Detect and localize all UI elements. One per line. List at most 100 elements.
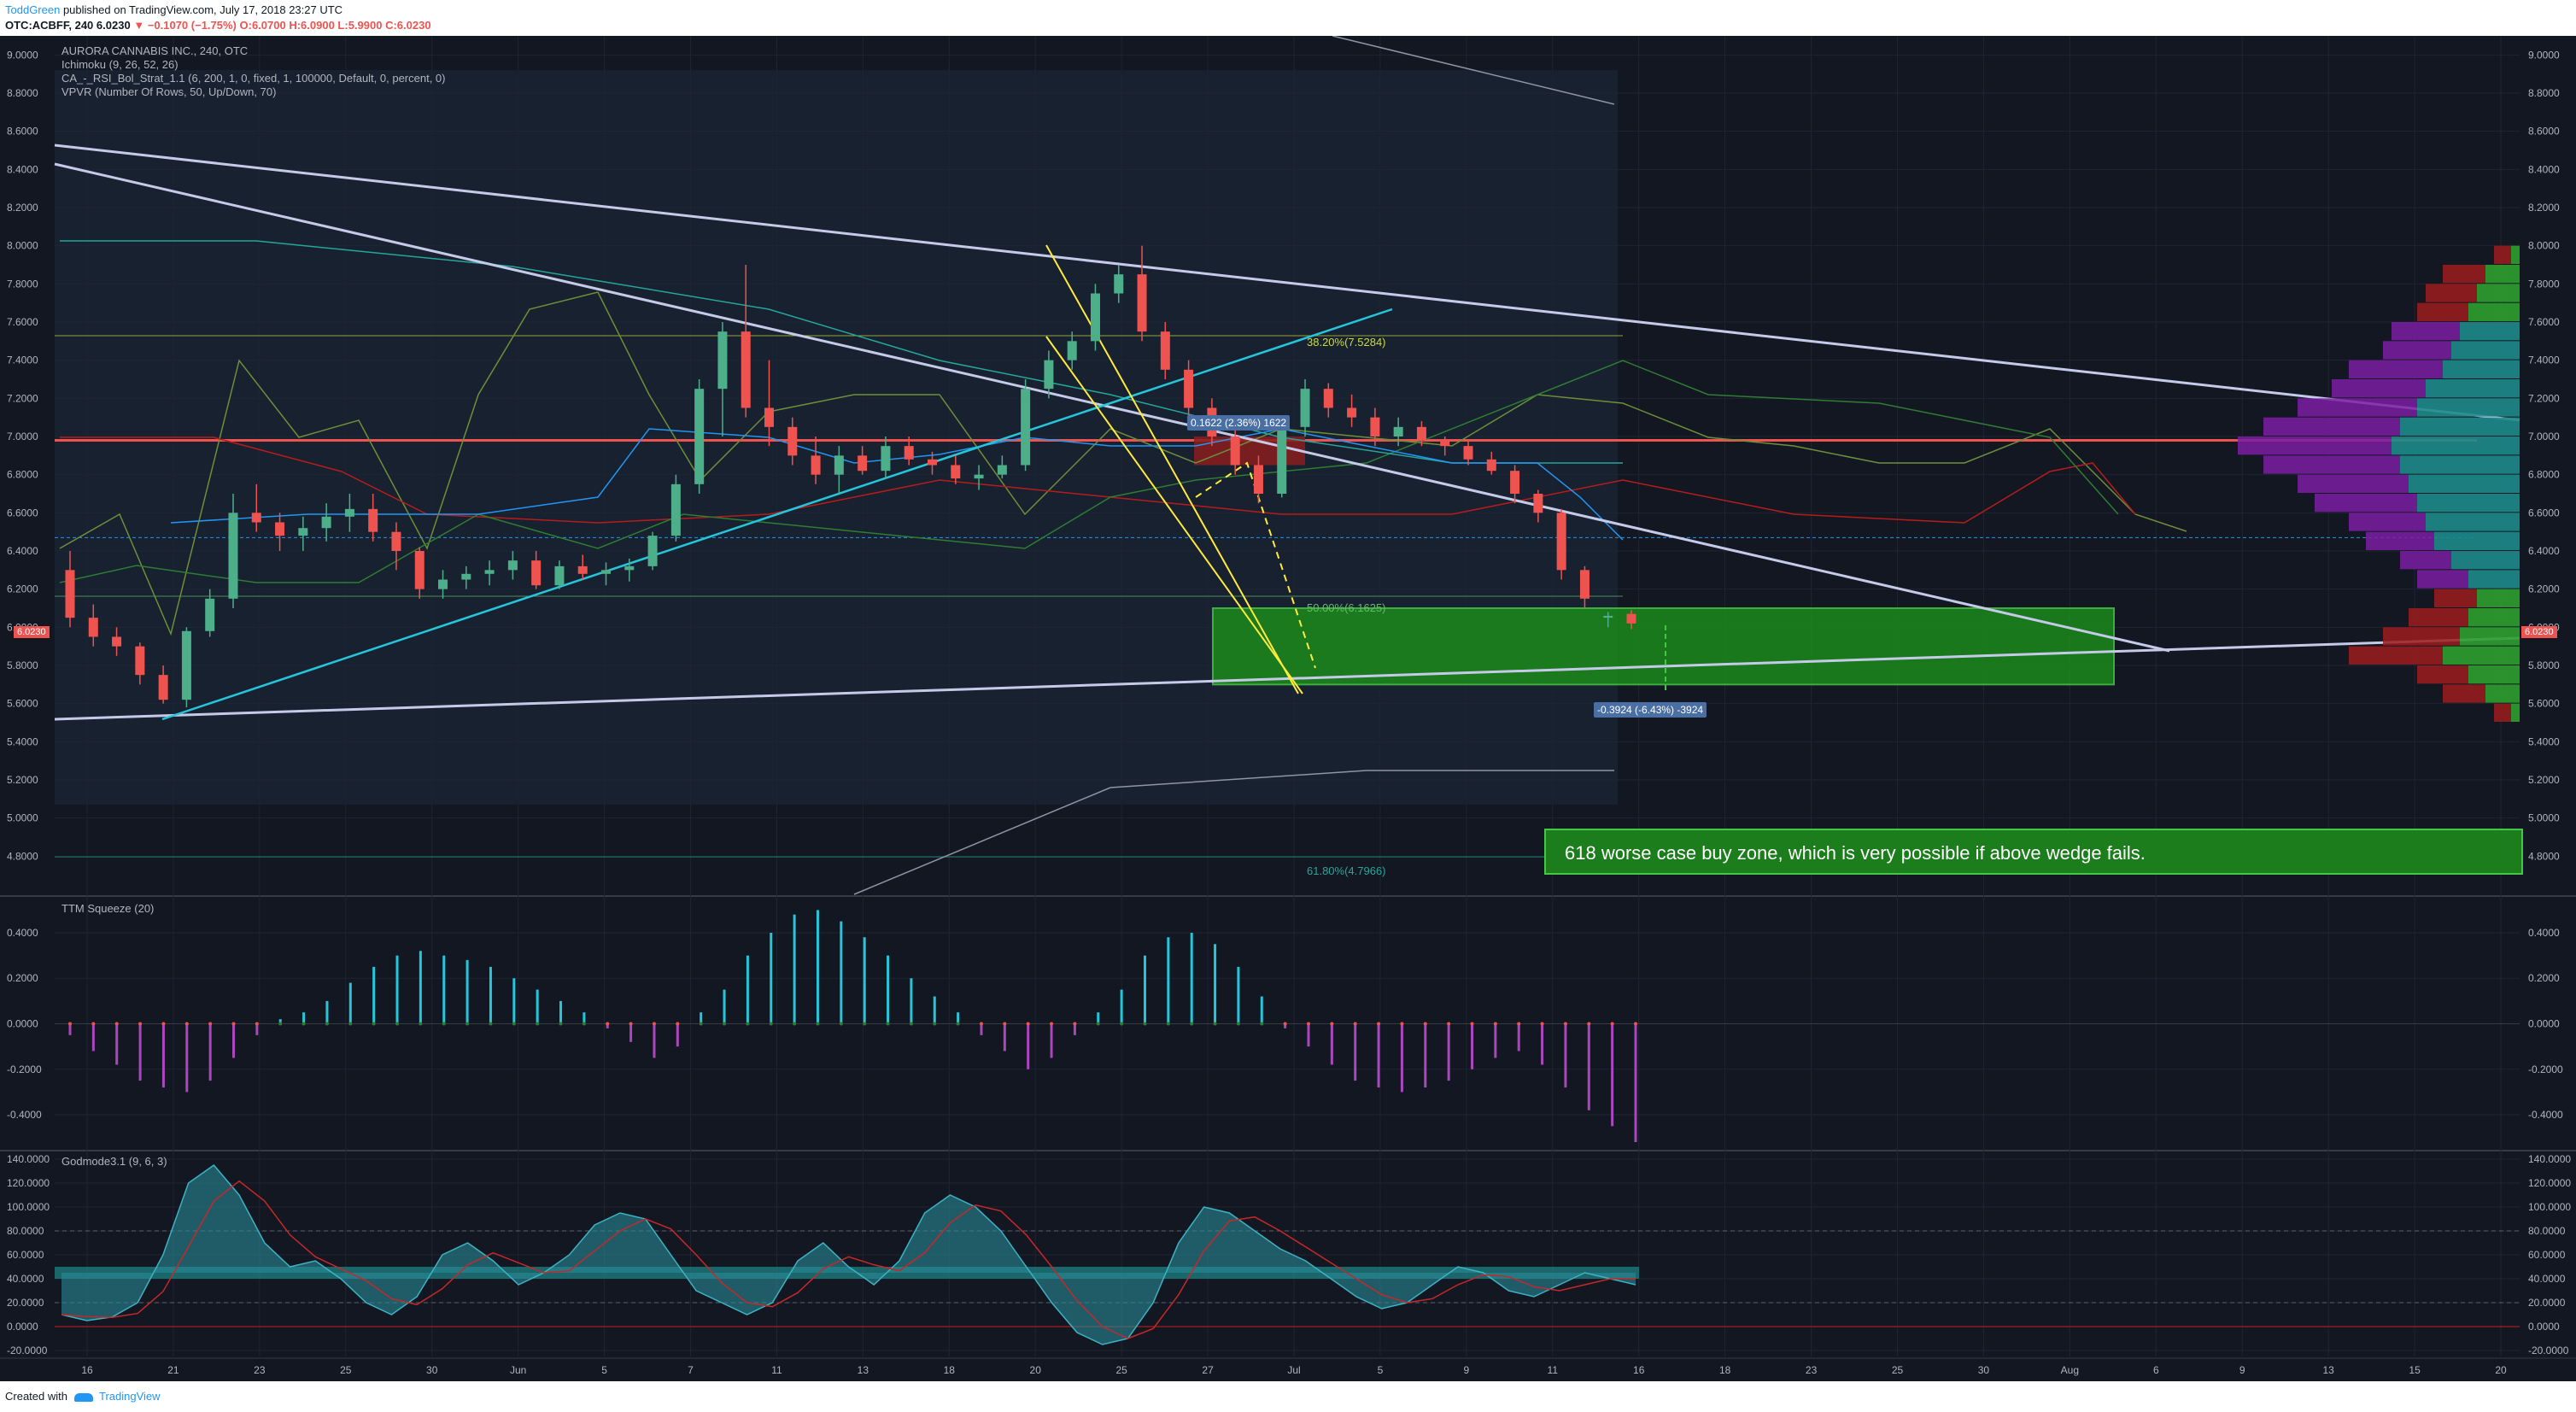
- candle-body: [1510, 471, 1520, 494]
- candle-body: [1137, 274, 1147, 332]
- candle-body: [135, 646, 145, 676]
- candle-body: [1021, 389, 1031, 466]
- x-tick-label: 20: [2495, 1364, 2507, 1376]
- y-tick-label: 6.6000: [2528, 507, 2560, 519]
- chart-canvas[interactable]: 16 21 23 25 30 Jun 5 7 11 13 18 20 25 27 Jul 5 9 11 16 18 23…: [0, 36, 2576, 1381]
- measure-down-label[interactable]: -0.3924 (-6.43%) -3924: [1594, 702, 1707, 718]
- y-tick-label: 100.0000: [2528, 1201, 2571, 1213]
- y-tick-label: -0.4000: [2528, 1109, 2563, 1121]
- vpvr-bar-up: [2400, 455, 2520, 474]
- y-tick-label: 6.8000: [2528, 469, 2560, 481]
- ttm-dot: [231, 1022, 236, 1026]
- y-tick-label: 9.0000: [2528, 49, 2560, 61]
- legend-ichimoku[interactable]: Ichimoku (9, 26, 52, 26): [61, 58, 179, 71]
- candle-body: [1067, 341, 1077, 360]
- vpvr-bar-up: [2468, 665, 2520, 684]
- vpvr-bar-down: [2349, 360, 2443, 378]
- y-tick-label: 7.2000: [7, 392, 38, 404]
- y-tick-label: 60.0000: [2528, 1249, 2566, 1261]
- legend-title: AURORA CANNABIS INC., 240, OTC: [61, 44, 249, 57]
- symbol-name: OTC:ACBFF, 240: [5, 19, 94, 32]
- y-tick-label: -0.4000: [7, 1109, 42, 1121]
- vpvr-bar-down: [2315, 494, 2417, 513]
- ttm-dot: [1120, 1022, 1124, 1026]
- vpvr-bar-down: [2349, 646, 2443, 665]
- vpvr-bar-down: [2263, 455, 2400, 474]
- candle-body: [670, 483, 681, 536]
- vpvr-bar-up: [2400, 417, 2520, 436]
- ttm-dot: [606, 1022, 610, 1026]
- ttm-dot: [1166, 1022, 1170, 1026]
- ttm-dot: [1143, 1022, 1147, 1026]
- vpvr-bar-down: [2238, 436, 2392, 455]
- y-tick-label: 8.0000: [2528, 240, 2560, 252]
- y-tick-label: -0.2000: [7, 1063, 42, 1075]
- candle-body: [1626, 613, 1636, 624]
- ttm-dot: [255, 1022, 259, 1026]
- y-tick-label: 120.0000: [2528, 1177, 2571, 1189]
- fib-618-label: 61.80%(4.7966): [1307, 864, 1386, 877]
- y-tick-label: 0.4000: [2528, 927, 2560, 939]
- ttm-dot: [863, 1022, 867, 1026]
- ttm-dot: [1377, 1022, 1381, 1026]
- ttm-dot: [1423, 1022, 1427, 1026]
- candle-body: [624, 565, 635, 571]
- y-tick-label: 6.2000: [2528, 583, 2560, 595]
- tradingview-link[interactable]: TradingView: [99, 1390, 161, 1403]
- y-tick-label: 5.2000: [2528, 774, 2560, 786]
- legend-vpvr[interactable]: VPVR (Number Of Rows, 50, Up/Down, 70): [61, 85, 277, 98]
- x-tick-label: 23: [254, 1364, 266, 1376]
- vpvr-bar-up: [2468, 608, 2520, 627]
- tradingview-logo-icon: [73, 1392, 93, 1402]
- measure-up-label[interactable]: 0.1622 (2.36%) 1622: [1187, 415, 1291, 431]
- y-tick-label: 6.4000: [7, 545, 38, 557]
- wedge-upper-line: [54, 144, 2520, 422]
- candle-body: [1579, 570, 1590, 599]
- candle-body: [112, 636, 122, 647]
- ttm-dot: [1026, 1022, 1030, 1026]
- vpvr-bar-up: [2477, 589, 2520, 607]
- x-tick-label: 15: [2409, 1364, 2421, 1376]
- ttm-dot: [1634, 1022, 1637, 1026]
- vpvr-bar-down: [2298, 398, 2417, 417]
- ttm-dot: [723, 1022, 727, 1026]
- x-tick-label: 7: [688, 1364, 694, 1376]
- buy-zone-note[interactable]: 618 worse case buy zone, which is very p…: [1544, 829, 2523, 875]
- y-tick-label: 20.0000: [7, 1297, 44, 1309]
- fib-50-label: 50.00%(6.1625): [1307, 601, 1386, 614]
- candle-body: [647, 536, 658, 566]
- candle-body: [1416, 426, 1426, 441]
- x-tick-label: Jul: [1287, 1364, 1300, 1376]
- candle-body: [1603, 615, 1613, 618]
- ttm-dot: [1517, 1022, 1521, 1026]
- candle-body: [298, 528, 308, 536]
- ttm-dot: [1610, 1022, 1614, 1026]
- y-tick-label: 40.0000: [2528, 1273, 2566, 1285]
- author-link[interactable]: ToddGreen: [5, 3, 61, 16]
- created-with: Created with TradingView: [5, 1390, 161, 1403]
- y-tick-label: 0.0000: [2528, 1018, 2560, 1030]
- candle-body: [741, 331, 751, 408]
- ttm-dot: [839, 1022, 843, 1026]
- vpvr-bar-down: [2443, 684, 2485, 703]
- vpvr-bar-up: [2468, 570, 2520, 589]
- ttm-dot: [91, 1022, 96, 1026]
- x-tick-label: 9: [1464, 1364, 1470, 1376]
- vpvr-bar-up: [2451, 551, 2520, 570]
- candle-body: [1300, 389, 1310, 427]
- vpvr-bar-up: [2468, 302, 2520, 321]
- legend-strategy[interactable]: CA_-_RSI_Bol_Strat_1.1 (6, 200, 1, 0, fi…: [61, 72, 446, 85]
- price-change: −0.1070 (−1.75%): [147, 19, 237, 32]
- x-tick-label: 30: [1978, 1364, 1990, 1376]
- candle-body: [391, 531, 401, 551]
- candle-body: [904, 446, 914, 460]
- legend-godmode[interactable]: Godmode3.1 (9, 6, 3): [61, 1155, 167, 1168]
- candle-body: [927, 459, 937, 466]
- candle-body: [601, 570, 612, 574]
- ttm-dot: [582, 1022, 586, 1026]
- vpvr-bar-down: [2434, 589, 2477, 607]
- legend-ttm-squeeze[interactable]: TTM Squeeze (20): [61, 902, 155, 915]
- ttm-dot: [1096, 1022, 1100, 1026]
- ttm-dot: [302, 1022, 306, 1026]
- ttm-dot: [1400, 1022, 1404, 1026]
